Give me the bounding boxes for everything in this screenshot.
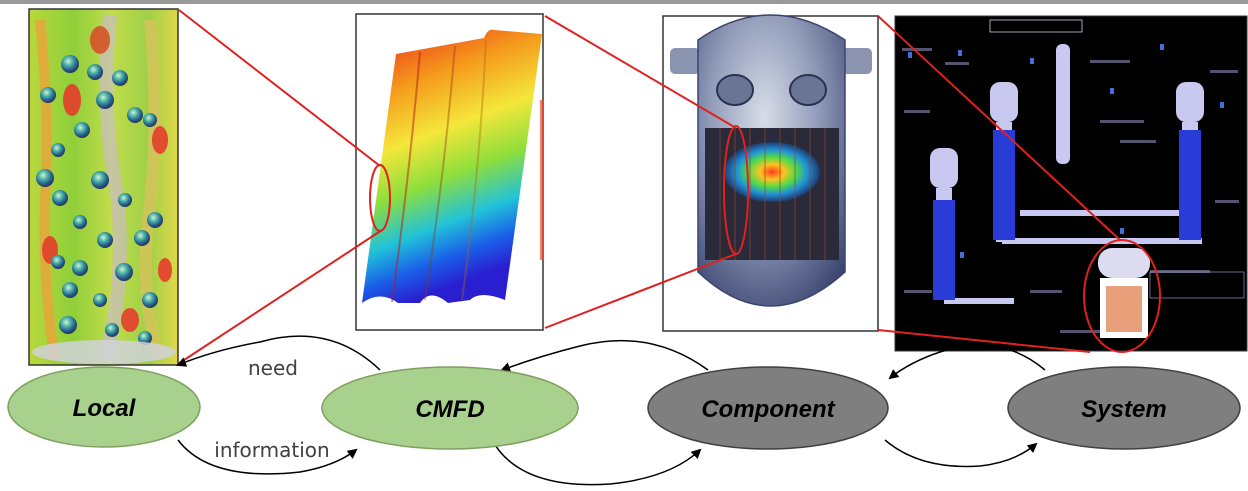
arrow-component-to-cmfd bbox=[500, 339, 709, 372]
node-local[interactable]: Local bbox=[7, 366, 201, 448]
zoom-line-cmfd-bottom bbox=[544, 253, 737, 329]
node-component-shape bbox=[647, 366, 889, 450]
node-cmfd-shape bbox=[321, 366, 579, 450]
rod-bundle-panel bbox=[355, 13, 544, 331]
zoom-line-cmfd-top bbox=[544, 15, 737, 129]
zoom-line-local-top bbox=[178, 9, 381, 167]
top-rule bbox=[0, 0, 1248, 4]
core-power-spot bbox=[724, 142, 820, 202]
rod-bundle-surface bbox=[362, 29, 542, 304]
bubble-flow-panel bbox=[28, 8, 179, 366]
arrow-cmfd-to-component bbox=[491, 439, 702, 486]
reactor-vessel-panel bbox=[662, 14, 879, 332]
node-local-shape bbox=[7, 366, 201, 448]
node-local-label: Local bbox=[73, 395, 137, 422]
edge-label-need: need bbox=[248, 356, 298, 380]
node-system-label: System bbox=[1081, 396, 1166, 423]
arrow-cmfd-to-local bbox=[176, 335, 381, 371]
arrow-system-to-component bbox=[888, 344, 1046, 380]
node-component-label: Component bbox=[701, 396, 835, 423]
node-cmfd[interactable]: CMFD bbox=[321, 366, 579, 450]
connector-arrows bbox=[176, 335, 1046, 486]
node-component[interactable]: Component bbox=[647, 366, 889, 450]
arrow-component-to-system bbox=[884, 439, 1038, 468]
plant-schematic-panel bbox=[894, 15, 1248, 352]
zoom-line-local-bottom bbox=[177, 229, 383, 365]
reactor-module bbox=[1098, 248, 1150, 338]
zoom-ellipse-vessel bbox=[723, 125, 749, 255]
arrow-local-to-cmfd bbox=[177, 439, 358, 475]
zoom-line-component-top bbox=[877, 15, 1121, 241]
zoom-callouts bbox=[177, 9, 1161, 365]
edge-label-information: information bbox=[214, 438, 329, 462]
zoom-line-component-bottom bbox=[877, 329, 1091, 353]
node-system-shape bbox=[1007, 366, 1241, 450]
node-system[interactable]: System bbox=[1007, 366, 1241, 450]
bubbles bbox=[36, 55, 163, 345]
zoom-ellipse-rod bbox=[369, 164, 391, 232]
node-cmfd-label: CMFD bbox=[415, 396, 484, 423]
zoom-ellipse-reactor bbox=[1083, 239, 1161, 353]
